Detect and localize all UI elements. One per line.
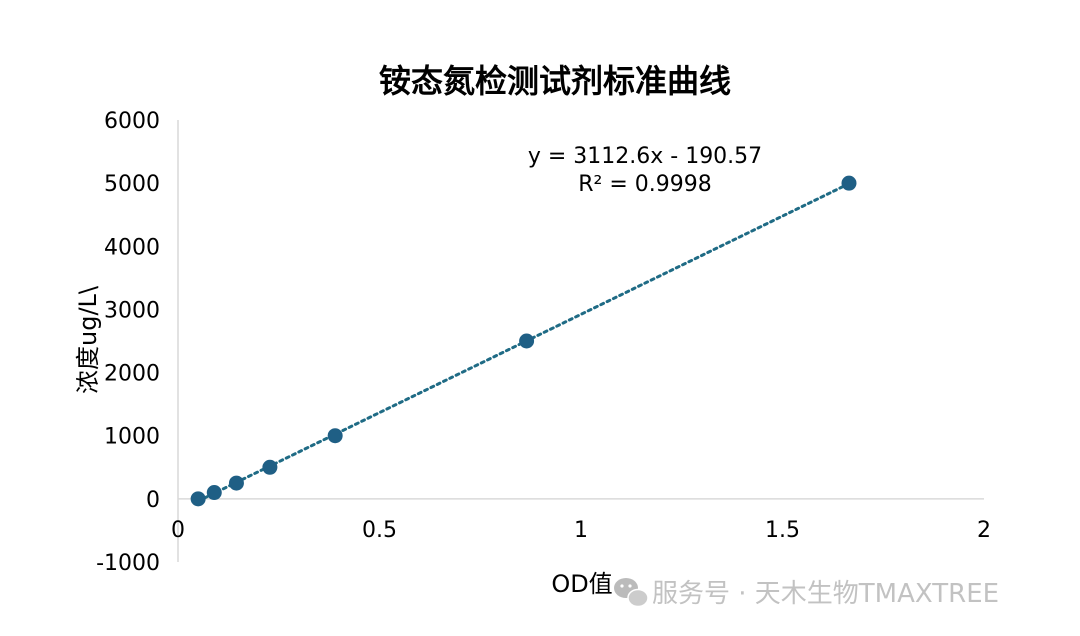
data-point (262, 459, 278, 475)
x-axis-label: OD值 (551, 570, 612, 598)
trendline (196, 182, 851, 503)
y-axis-label: 浓度ug/L\ (74, 285, 102, 394)
trendline-equation: y = 3112.6x - 190.57 (528, 144, 762, 169)
x-tick-label: 1 (574, 518, 588, 543)
watermark: 服务号 · 天木生物TMAXTREE (614, 578, 999, 609)
data-point (228, 475, 244, 491)
axes (177, 120, 984, 562)
y-tick-label: 4000 (104, 235, 160, 260)
x-tick-label: 2 (977, 518, 991, 543)
chart-title: 铵态氮检测试剂标准曲线 (379, 62, 731, 100)
y-tick-label: 2000 (104, 362, 160, 387)
r-squared-label: R² = 0.9998 (578, 172, 712, 197)
wechat-icon (614, 578, 649, 608)
data-point (841, 175, 857, 191)
y-tick-label: 5000 (104, 172, 160, 197)
data-points (190, 175, 857, 507)
x-tick-labels: 0 0.5 1 1.5 2 (171, 518, 991, 543)
x-tick-label: 0 (171, 518, 185, 543)
y-tick-label: 1000 (104, 425, 160, 450)
y-tick-label: 6000 (104, 109, 160, 134)
y-tick-label: -1000 (96, 551, 160, 576)
x-tick-label: 1.5 (765, 518, 800, 543)
y-tick-label: 0 (146, 488, 160, 513)
data-point (206, 485, 222, 501)
x-tick-label: 0.5 (362, 518, 397, 543)
data-point (519, 333, 535, 349)
y-tick-label: 3000 (104, 298, 160, 323)
y-tick-labels: -1000 0 1000 2000 3000 4000 5000 6000 (96, 109, 160, 576)
data-point (327, 428, 343, 444)
data-point (190, 491, 206, 507)
watermark-text: 服务号 · 天木生物TMAXTREE (652, 579, 999, 609)
